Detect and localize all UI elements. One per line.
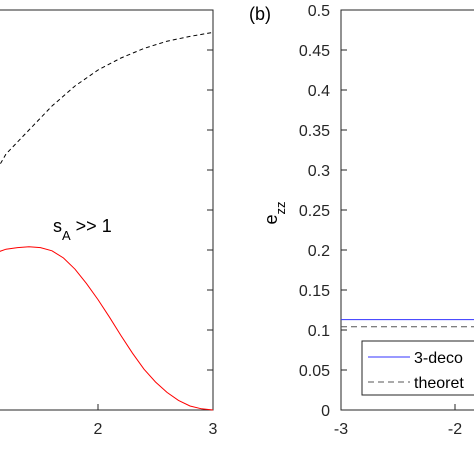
panel-b-y-tick-label: 0.2 — [308, 243, 330, 260]
panel-b-y-tick-label: 0.4 — [308, 83, 330, 100]
panel-b-ticks — [340, 9, 456, 411]
panel-b-y-tick-label: 0.1 — [308, 323, 330, 340]
panel-b-y-tick-label: 0.5 — [308, 3, 330, 20]
panel-b-x-tick-label: -2 — [448, 421, 462, 438]
panel-b-y-tick-labels: 0 0.05 0.1 0.15 0.2 0.25 0.3 0.35 0.4 0.45 0.5 — [299, 3, 330, 420]
panel-a-ticks — [97, 9, 214, 411]
panel-b-y-tick-label: 0.35 — [299, 123, 330, 140]
panel-a-series — [0, 31, 214, 411]
legend-box — [361, 340, 474, 396]
panel-b-label: (b) — [249, 4, 271, 24]
panel-b: (b) 0 0.05 0.1 0.15 0.2 0.25 0.3 0.35 0.4 0.45 0.5… — [249, 3, 474, 438]
panel-b-y-tick-label: 0.25 — [299, 203, 330, 220]
panel-b-y-tick-label: 0 — [321, 403, 330, 420]
legend-label-3-deco: 3-deco — [414, 350, 463, 367]
panel-b-y-tick-label: 0.45 — [299, 43, 330, 60]
panel-b-series — [341, 319, 474, 328]
panel-b-y-tick-label: 0.05 — [299, 363, 330, 380]
panel-b-x-tick-label: -3 — [334, 421, 348, 438]
panel-b-y-axis-label: ezz — [261, 201, 288, 224]
panel-a-x-tick-label: 2 — [94, 421, 103, 438]
panel-b-y-tick-label: 0.15 — [299, 283, 330, 300]
panel-a-series-1-line — [0, 246, 214, 411]
panel-a-annotation: sA >> 1 — [53, 216, 112, 243]
panel-a-series-0-line — [0, 31, 214, 166]
panel-b-x-tick-labels: -3 -2 — [334, 421, 462, 438]
legend: 3-deco theoret — [361, 340, 474, 396]
panel-a-x-tick-label: 3 — [209, 421, 218, 438]
panel-a-axes-box — [0, 9, 214, 411]
legend-label-theoret: theoret — [414, 375, 464, 392]
panel-b-y-tick-label: 0.3 — [308, 163, 330, 180]
